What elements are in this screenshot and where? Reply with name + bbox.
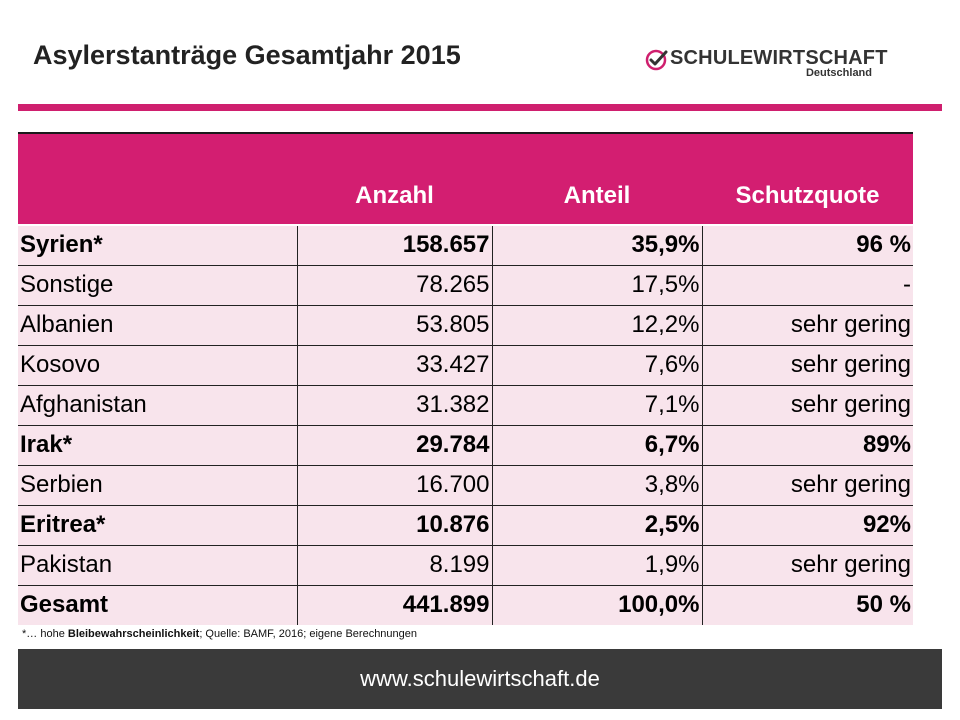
header-anzahl: Anzahl bbox=[297, 132, 492, 225]
cell-country: Serbien bbox=[18, 464, 298, 505]
cell-anteil: 2,5% bbox=[492, 504, 703, 545]
table-row: Pakistan 8.199 1,9% sehr gering bbox=[18, 544, 913, 585]
cell-schutzquote: 50 % bbox=[702, 584, 913, 625]
logo-subtitle: Deutschland bbox=[805, 67, 872, 79]
cell-country: Albanien bbox=[18, 304, 298, 345]
check-circle-icon bbox=[645, 49, 668, 71]
cell-anteil: 12,2% bbox=[492, 304, 703, 345]
header-country bbox=[18, 132, 297, 225]
footnote: *… hohe Bleibewahrscheinlichkeit; Quelle… bbox=[22, 628, 417, 640]
page-title: Asylerstanträge Gesamtjahr 2015 bbox=[33, 40, 461, 70]
logo-name: SCHULEWIRTSCHAFT bbox=[670, 47, 888, 69]
cell-schutzquote: sehr gering bbox=[702, 304, 913, 345]
cell-country: Irak* bbox=[18, 424, 298, 465]
cell-anzahl: 16.700 bbox=[297, 464, 493, 505]
cell-country: Afghanistan bbox=[18, 384, 298, 425]
cell-anteil: 35,9% bbox=[492, 224, 703, 265]
cell-schutzquote: sehr gering bbox=[702, 384, 913, 425]
cell-anteil: 7,1% bbox=[492, 384, 703, 425]
table-row: Albanien 53.805 12,2% sehr gering bbox=[18, 304, 913, 345]
table-row: Irak* 29.784 6,7% 89% bbox=[18, 424, 913, 465]
header-anteil: Anteil bbox=[492, 132, 702, 225]
table-row: Syrien* 158.657 35,9% 96 % bbox=[18, 224, 913, 265]
table-row: Sonstige 78.265 17,5% - bbox=[18, 264, 913, 305]
cell-anzahl: 8.199 bbox=[297, 544, 493, 585]
cell-anteil: 1,9% bbox=[492, 544, 703, 585]
cell-country: Pakistan bbox=[18, 544, 298, 585]
cell-anzahl: 53.805 bbox=[297, 304, 493, 345]
cell-anteil: 3,8% bbox=[492, 464, 703, 505]
cell-anteil: 100,0% bbox=[492, 584, 703, 625]
cell-schutzquote: sehr gering bbox=[702, 464, 913, 505]
cell-anzahl: 29.784 bbox=[297, 424, 493, 465]
footer-bar: www.schulewirtschaft.de bbox=[18, 649, 942, 709]
cell-schutzquote: 92% bbox=[702, 504, 913, 545]
cell-country: Gesamt bbox=[18, 584, 298, 625]
cell-schutzquote: 89% bbox=[702, 424, 913, 465]
schulewirtschaft-logo: SCHULEWIRTSCHAFT Deutschland bbox=[640, 45, 887, 85]
table-header-row: Anzahl Anteil Schutzquote bbox=[18, 132, 913, 225]
table-row: Kosovo 33.427 7,6% sehr gering bbox=[18, 344, 913, 385]
cell-country: Syrien* bbox=[18, 224, 298, 265]
table-row: Serbien 16.700 3,8% sehr gering bbox=[18, 464, 913, 505]
cell-anteil: 7,6% bbox=[492, 344, 703, 385]
cell-country: Kosovo bbox=[18, 344, 298, 385]
cell-schutzquote: sehr gering bbox=[702, 544, 913, 585]
cell-anzahl: 441.899 bbox=[297, 584, 493, 625]
cell-anteil: 17,5% bbox=[492, 264, 703, 305]
cell-anzahl: 158.657 bbox=[297, 224, 493, 265]
cell-country: Sonstige bbox=[18, 264, 298, 305]
table-row: Eritrea* 10.876 2,5% 92% bbox=[18, 504, 913, 545]
cell-anzahl: 78.265 bbox=[297, 264, 493, 305]
cell-anzahl: 10.876 bbox=[297, 504, 493, 545]
table-row: Gesamt 441.899 100,0% 50 % bbox=[18, 584, 913, 625]
header-divider bbox=[18, 104, 942, 111]
cell-anzahl: 31.382 bbox=[297, 384, 493, 425]
cell-schutzquote: 96 % bbox=[702, 224, 913, 265]
cell-anzahl: 33.427 bbox=[297, 344, 493, 385]
table-row: Afghanistan 31.382 7,1% sehr gering bbox=[18, 384, 913, 425]
footnote-source: ; Quelle: BAMF, 2016; eigene Berechnunge… bbox=[199, 628, 418, 640]
footer-url[interactable]: www.schulewirtschaft.de bbox=[360, 666, 600, 691]
cell-schutzquote: sehr gering bbox=[702, 344, 913, 385]
footnote-bold: Bleibewahrscheinlichkeit bbox=[67, 628, 200, 640]
asylum-table: Anzahl Anteil Schutzquote Syrien* 158.657… bbox=[18, 132, 913, 625]
cell-country: Eritrea* bbox=[18, 504, 298, 545]
header-schutzquote: Schutzquote bbox=[702, 132, 913, 225]
cell-schutzquote: - bbox=[702, 264, 913, 305]
cell-anteil: 6,7% bbox=[492, 424, 703, 465]
footnote-prefix: *… hohe bbox=[22, 628, 68, 640]
